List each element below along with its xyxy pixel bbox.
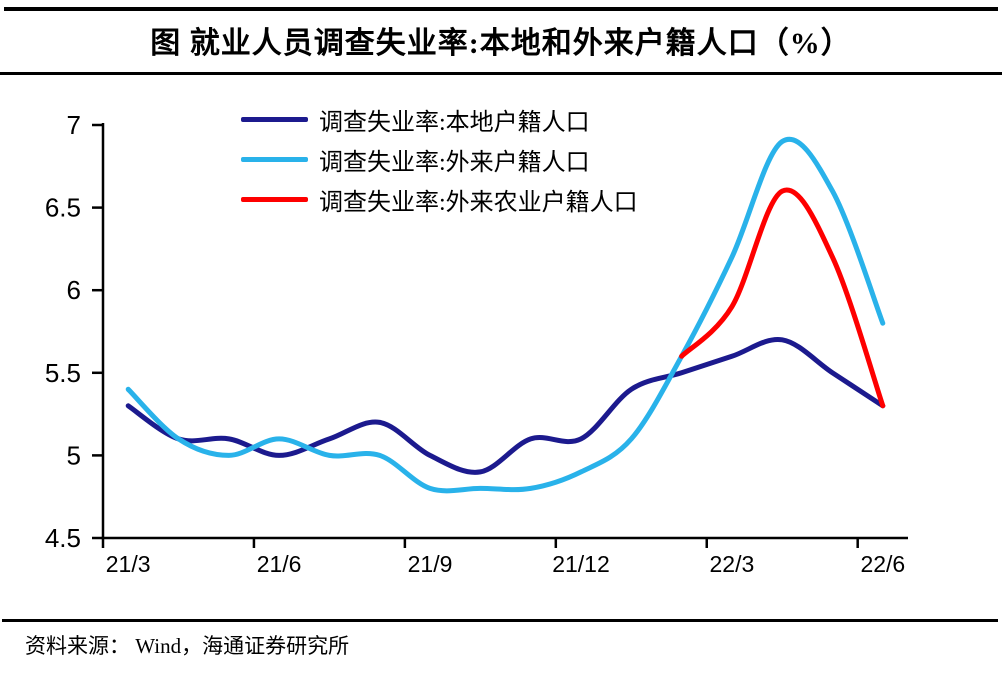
- x-tick-label: 21/9: [408, 551, 453, 577]
- source-note: 资料来源： Wind，海通证券研究所: [25, 634, 350, 658]
- y-tick-label: 6.5: [45, 193, 81, 223]
- x-tick-label: 21/6: [257, 551, 302, 577]
- x-tick-label: 21/12: [552, 551, 610, 577]
- x-tick-label: 22/3: [710, 551, 755, 577]
- y-tick-label: 7: [67, 110, 81, 140]
- legend-line-local-icon: [241, 116, 308, 122]
- top-border-rule: [4, 7, 998, 11]
- legend-item-migrant: 调查失业率:外来户籍人口: [241, 139, 638, 179]
- legend-label-local: 调查失业率:本地户籍人口: [319, 109, 590, 136]
- legend: 调查失业率:本地户籍人口 调查失业率:外来户籍人口 调查失业率:外来农业户籍人口: [241, 99, 638, 219]
- chart-canvas: 4.5 5 5.5 6 6.5 7 21/3 21/6 21/9 21/12 22/3 22/6: [45, 110, 908, 577]
- y-tick-label: 6: [67, 275, 81, 305]
- legend-label-migrant-agri: 调查失业率:外来农业户籍人口: [319, 189, 638, 216]
- title-border-rule: [0, 72, 1002, 75]
- y-tick-label: 4.5: [45, 523, 81, 553]
- chart-title: 图 就业人员调查失业率:本地和外来户籍人口（%）: [150, 27, 852, 60]
- legend-item-local: 调查失业率:本地户籍人口: [241, 99, 638, 139]
- y-tick-label: 5: [67, 440, 81, 470]
- legend-line-migrant-agri-icon: [241, 196, 308, 202]
- y-tick-label: 5.5: [45, 358, 81, 388]
- series-line-2: [679, 187, 886, 409]
- x-tick-label: 22/6: [860, 551, 905, 577]
- source-border-rule: [2, 619, 998, 622]
- series-line-0: [125, 336, 886, 475]
- series-line-1: [125, 136, 886, 494]
- legend-line-migrant-icon: [241, 156, 308, 162]
- legend-label-migrant: 调查失业率:外来户籍人口: [319, 149, 590, 176]
- x-tick-label: 21/3: [106, 551, 151, 577]
- legend-item-migrant-agri: 调查失业率:外来农业户籍人口: [241, 179, 638, 219]
